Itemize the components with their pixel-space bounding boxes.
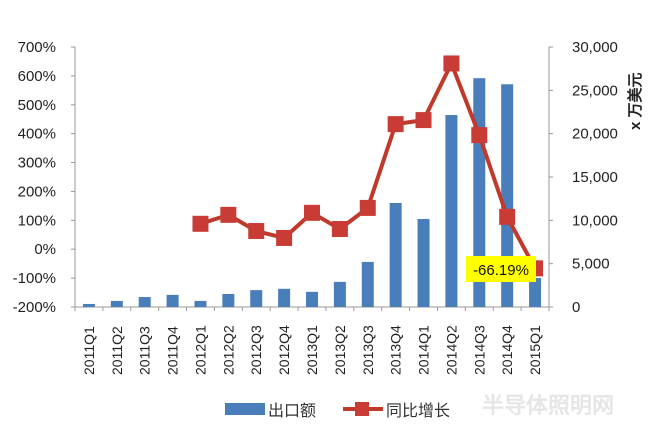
line-marker	[415, 112, 432, 129]
left-tick-label: 100%	[18, 212, 56, 229]
x-tick-label: 2013Q3	[360, 325, 376, 375]
line-marker	[359, 199, 376, 216]
left-axis: 700% 600% 500% 400% 300% 200% 100% 0% -100% -200%	[13, 39, 75, 316]
line-marker	[248, 223, 265, 240]
line-marker	[331, 221, 348, 237]
right-tick-label: 20,000	[572, 126, 618, 143]
bar	[82, 303, 95, 307]
line-series-yoy	[192, 55, 544, 277]
x-tick-label: 2011Q4	[165, 326, 181, 375]
left-tick-label: 700%	[18, 39, 56, 56]
x-tick-label: 2012Q3	[248, 325, 264, 375]
legend-bar-swatch	[225, 403, 265, 415]
annotation-label: -66.19%	[466, 256, 536, 282]
x-tick-label: 2015Q1	[527, 325, 543, 375]
bar	[361, 261, 374, 307]
x-axis: 2011Q1 2011Q2 2011Q3 2011Q4 2012Q1 2012Q2 2012…	[74, 307, 550, 375]
x-tick-label: 2014Q4	[499, 325, 515, 375]
x-tick-label: 2014Q3	[471, 325, 487, 375]
line-marker	[220, 206, 237, 223]
x-tick-label: 2011Q2	[109, 326, 125, 375]
bar	[194, 300, 207, 307]
bar	[222, 294, 235, 307]
x-tick-label: 2012Q2	[220, 325, 236, 375]
x-tick-label: 2012Q4	[276, 325, 292, 375]
left-tick-label: 500%	[18, 97, 56, 114]
bar	[166, 294, 179, 307]
left-tick-label: 400%	[18, 126, 56, 143]
annotation-text: -66.19%	[473, 262, 529, 279]
right-tick-label: 0	[572, 299, 580, 316]
right-axis-unit: x 万美元	[626, 72, 644, 130]
bar	[250, 290, 263, 307]
bar	[333, 281, 346, 307]
x-tick-label: 2014Q2	[443, 325, 459, 375]
bar	[110, 300, 123, 307]
left-tick-label: -200%	[13, 299, 56, 316]
right-tick-label: 5,000	[572, 256, 610, 273]
legend-bar-label: 出口额	[268, 402, 316, 420]
line-marker	[443, 55, 460, 72]
right-axis: 30,000 25,000 20,000 15,000 10,000 5,000 0	[549, 39, 618, 316]
bar	[529, 277, 542, 307]
x-tick-label: 2014Q1	[416, 325, 432, 375]
x-tick-label: 2013Q4	[388, 325, 404, 375]
right-tick-label: 25,000	[572, 82, 618, 99]
left-tick-label: 200%	[18, 183, 56, 200]
legend-line-label: 同比增长	[386, 402, 450, 420]
right-tick-label: 15,000	[572, 169, 618, 186]
bar	[445, 115, 458, 308]
line-marker	[471, 127, 488, 144]
legend-line-marker-icon	[355, 402, 369, 416]
left-tick-label: 300%	[18, 155, 56, 172]
bar	[278, 288, 291, 307]
line-marker	[276, 229, 293, 246]
left-tick-label: 600%	[18, 68, 56, 85]
bar	[417, 219, 430, 307]
left-tick-label: -100%	[13, 270, 56, 287]
line-marker	[387, 116, 404, 133]
x-tick-label: 2012Q1	[192, 325, 208, 375]
bar	[306, 291, 318, 307]
x-tick-label: 2011Q1	[81, 326, 97, 375]
line-marker	[499, 208, 516, 225]
bar	[138, 297, 151, 307]
watermark: 半导体照明网	[482, 393, 614, 418]
x-tick-label: 2013Q2	[332, 325, 348, 375]
legend: 出口额 同比增长	[225, 402, 450, 420]
line-marker	[192, 215, 209, 232]
line-marker	[304, 204, 320, 221]
x-tick-label: 2013Q1	[304, 325, 320, 375]
x-tick-label: 2011Q3	[137, 326, 153, 375]
bar	[389, 203, 402, 307]
bar	[501, 84, 514, 308]
right-tick-label: 30,000	[572, 39, 618, 56]
left-tick-label: 0%	[34, 241, 56, 258]
right-tick-label: 10,000	[572, 212, 618, 229]
